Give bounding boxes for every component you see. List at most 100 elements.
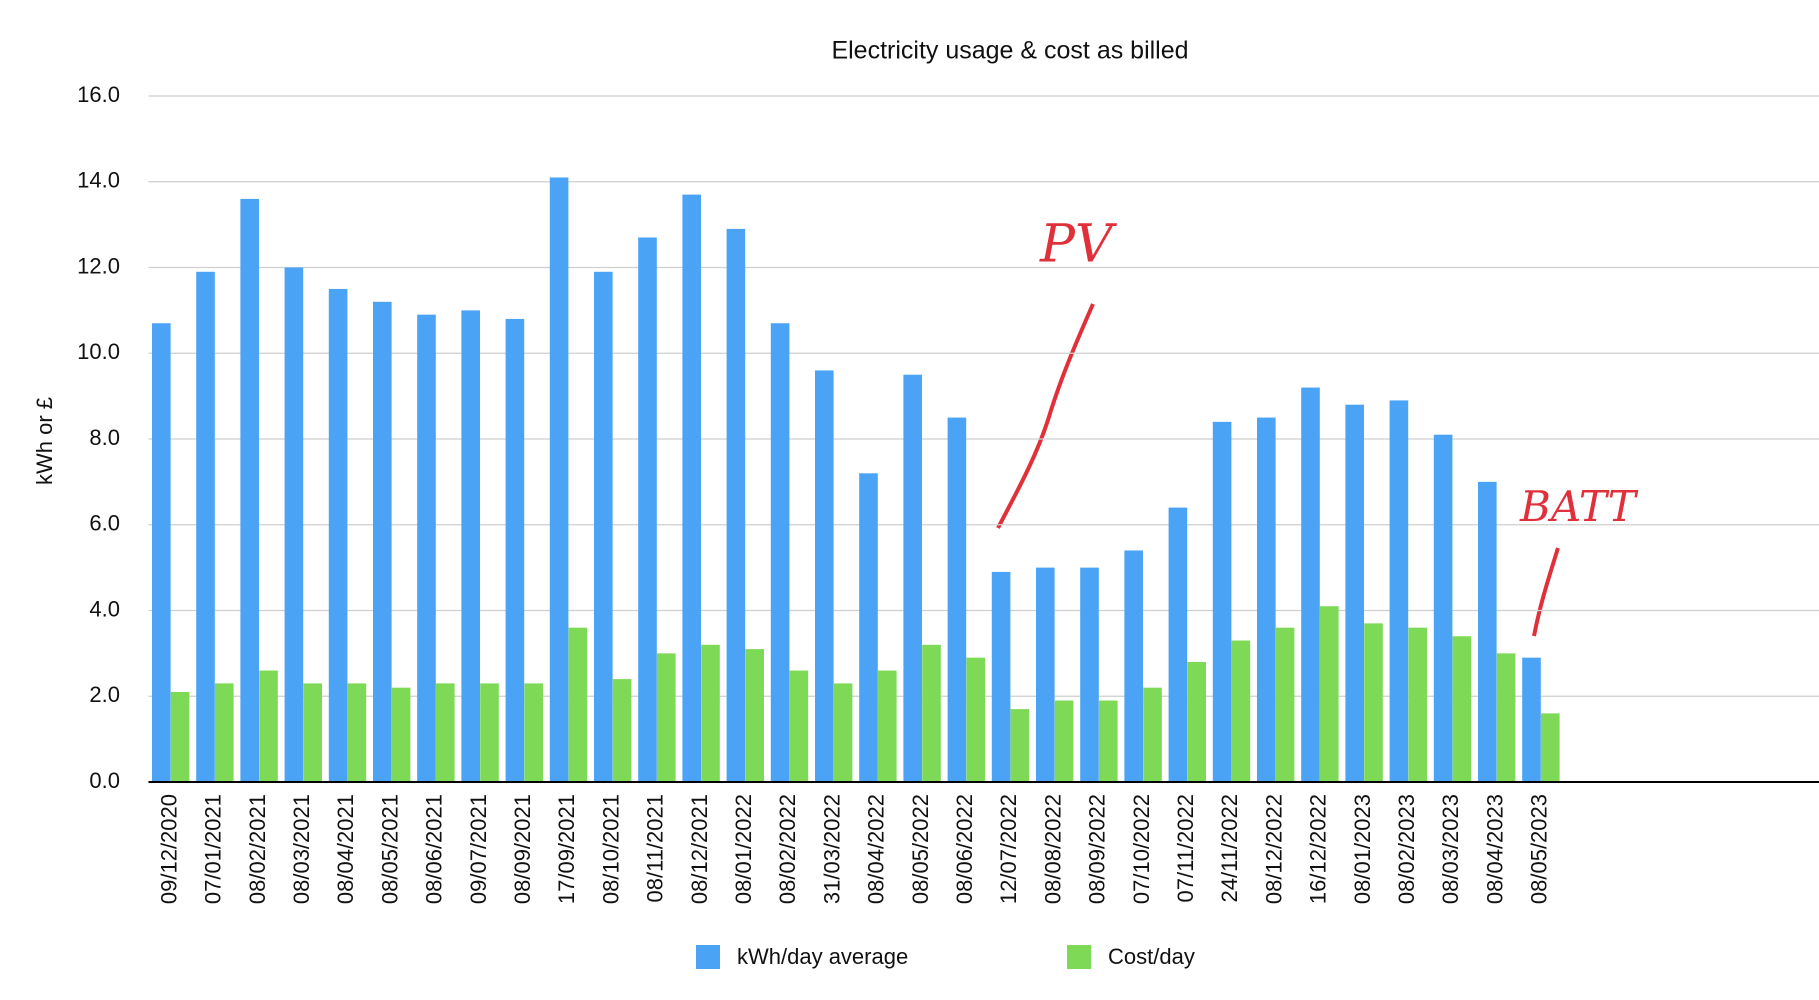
- x-tick-label: 16/12/2022: [1306, 794, 1331, 904]
- x-tick-label: 07/11/2022: [1173, 794, 1198, 902]
- x-tick-label: 08/05/2021: [377, 794, 402, 904]
- legend-label: Cost/day: [1108, 944, 1195, 969]
- bar: [770, 323, 790, 782]
- x-tick-label: 12/07/2022: [996, 794, 1021, 904]
- x-tick-label: 08/04/2022: [864, 794, 889, 904]
- bar: [991, 571, 1011, 782]
- bar: [1522, 657, 1541, 782]
- bar: [170, 691, 190, 782]
- y-tick-label: 4.0: [89, 596, 120, 621]
- y-tick-label: 0.0: [89, 768, 120, 793]
- bar: [417, 314, 436, 782]
- x-tick-label: 07/01/2021: [201, 794, 226, 904]
- bar: [1301, 387, 1320, 782]
- annotation: PV: [1039, 215, 1117, 275]
- bar: [347, 683, 367, 782]
- x-tick-label: 31/03/2022: [819, 794, 844, 904]
- bar: [1143, 687, 1162, 782]
- bar: [1054, 700, 1074, 782]
- bar: [815, 370, 834, 782]
- bar: [1541, 713, 1560, 782]
- bar: [878, 670, 897, 782]
- x-tick-label: 08/05/2023: [1527, 794, 1552, 904]
- x-tick-label: 08/09/2022: [1085, 794, 1110, 904]
- bar: [524, 683, 543, 782]
- bar: [1124, 550, 1143, 782]
- x-tick-label: 08/04/2023: [1482, 794, 1507, 904]
- y-tick-label: 6.0: [89, 511, 120, 536]
- x-tick-label: 08/10/2021: [598, 794, 623, 904]
- bar: [657, 653, 676, 782]
- bar: [1275, 627, 1295, 782]
- bar: [833, 683, 853, 782]
- bar: [373, 301, 392, 782]
- x-tick-label: 24/11/2022: [1217, 794, 1242, 902]
- bar: [1320, 606, 1339, 782]
- x-tick-label: 09/12/2020: [156, 794, 181, 904]
- bar: [1168, 507, 1188, 782]
- bar: [594, 271, 613, 782]
- bar: [1433, 434, 1453, 782]
- bar: [215, 683, 234, 782]
- bar: [682, 194, 701, 783]
- annotation-arrow: [996, 303, 1095, 529]
- x-tick-label: 08/02/2023: [1394, 794, 1419, 904]
- bar: [1010, 709, 1030, 782]
- x-tick-label: 08/02/2022: [775, 794, 800, 904]
- x-tick-label: 08/05/2022: [908, 794, 933, 904]
- bar: [152, 323, 171, 782]
- bar: [947, 417, 967, 782]
- bar: [745, 649, 764, 782]
- bar: [859, 473, 878, 782]
- bar: [612, 679, 632, 782]
- x-tick-label: 08/04/2021: [333, 794, 358, 904]
- bar: [1099, 700, 1118, 782]
- x-tick-label: 08/08/2022: [1040, 794, 1065, 904]
- bar: [789, 670, 809, 782]
- bar: [549, 177, 569, 782]
- bar: [328, 288, 348, 782]
- bar: [568, 627, 588, 782]
- bar: [1080, 567, 1099, 782]
- x-tick-label: 08/03/2021: [289, 794, 314, 904]
- bar: [1187, 661, 1206, 782]
- x-tick-label: 08/03/2023: [1438, 794, 1463, 904]
- bar: [922, 644, 941, 782]
- bar: [505, 318, 525, 782]
- bar: [1496, 653, 1516, 782]
- bar: [726, 228, 746, 783]
- legend-swatch: [1067, 945, 1091, 969]
- bar: [1452, 636, 1472, 782]
- y-axis-label: kWh or £: [32, 397, 57, 485]
- bar: [1231, 640, 1251, 782]
- bar: [966, 657, 985, 782]
- bar: [436, 683, 455, 782]
- bar: [638, 237, 657, 783]
- y-tick-label: 14.0: [77, 168, 120, 193]
- bar: [196, 271, 215, 782]
- bar: [259, 670, 278, 782]
- bar: [284, 267, 304, 782]
- bar: [461, 310, 480, 782]
- x-tick-label: 08/02/2021: [245, 794, 270, 904]
- bar: [1408, 627, 1427, 782]
- y-tick-label: 12.0: [77, 253, 120, 278]
- x-tick-label: 08/01/2023: [1350, 794, 1375, 904]
- x-tick-label: 09/07/2021: [466, 794, 491, 904]
- bar: [903, 374, 922, 782]
- legend-label: kWh/day average: [737, 944, 908, 969]
- bar: [480, 683, 499, 782]
- annotation: BATT: [1519, 482, 1639, 531]
- y-tick-label: 10.0: [77, 339, 120, 364]
- legend-swatch: [696, 945, 720, 969]
- x-tick-label: 08/12/2022: [1261, 794, 1286, 904]
- bar: [1345, 404, 1364, 782]
- bar: [1036, 567, 1055, 782]
- bar: [1257, 417, 1276, 782]
- x-tick-label: 08/06/2021: [422, 794, 447, 904]
- chart-title: Electricity usage & cost as billed: [831, 37, 1188, 65]
- x-tick-label: 08/12/2021: [687, 794, 712, 904]
- bar: [303, 683, 322, 782]
